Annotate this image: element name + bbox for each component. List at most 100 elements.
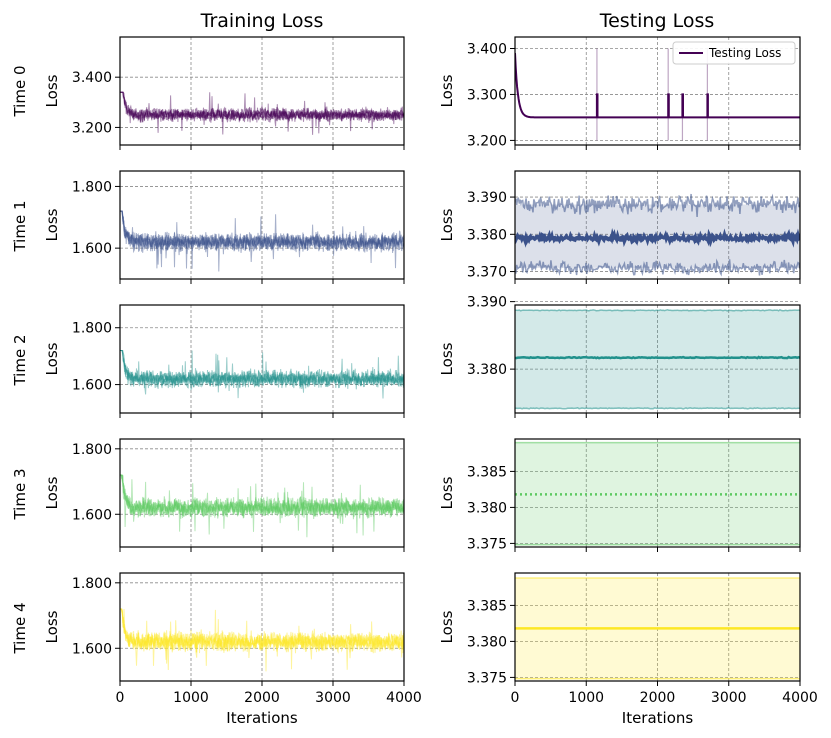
y-tick-label: 3.390 bbox=[467, 190, 507, 206]
x-tick-label: 2000 bbox=[640, 690, 676, 706]
row-label-time-1: Time 1 bbox=[11, 200, 29, 252]
panel-test-1: 3.370 3.380 3.390 Loss bbox=[438, 170, 801, 284]
y-tick-label: 3.400 bbox=[467, 41, 507, 57]
row-label-time-4: Time 4 bbox=[11, 602, 29, 654]
panel-train-1: 1.600 1.800 Loss bbox=[43, 170, 405, 284]
confidence-band bbox=[515, 310, 800, 409]
train-run-line bbox=[120, 608, 404, 670]
panel-test-3: 3.375 3.380 3.385 Loss bbox=[438, 438, 801, 552]
train-run-line bbox=[120, 91, 404, 135]
train-run-line bbox=[120, 210, 404, 254]
panels: 3.200 3.400 Loss Testing Loss 3.200 3.300 3.40… bbox=[43, 36, 818, 727]
x-axis-label: Iterations bbox=[226, 709, 298, 727]
x-tick-label: 1000 bbox=[568, 690, 604, 706]
column-title-testing: Testing Loss bbox=[599, 10, 715, 32]
x-tick-label: 2000 bbox=[244, 690, 280, 706]
train-run-line bbox=[120, 474, 404, 520]
series-group bbox=[515, 441, 800, 546]
y-tick-label: 1.800 bbox=[72, 321, 112, 337]
series-group bbox=[120, 91, 404, 135]
y-tick-label: 3.375 bbox=[467, 670, 507, 686]
y-tick-label: 3.390 bbox=[467, 295, 507, 311]
train-run-line bbox=[120, 350, 404, 391]
train-run-line bbox=[120, 210, 404, 269]
x-tick-label: 0 bbox=[116, 690, 125, 706]
series-line-mean bbox=[515, 227, 800, 248]
x-tick-label: 4000 bbox=[782, 690, 818, 706]
train-run-line bbox=[120, 474, 404, 529]
panel-test-0: Testing Loss 3.200 3.300 3.400 Loss bbox=[438, 36, 801, 150]
y-axis-label: Loss bbox=[43, 208, 61, 241]
train-run-line bbox=[120, 608, 404, 666]
y-tick-label: 1.800 bbox=[72, 442, 112, 458]
legend: Testing Loss bbox=[672, 41, 796, 65]
y-tick-label: 3.380 bbox=[467, 362, 507, 378]
y-tick-label: 1.600 bbox=[72, 378, 112, 394]
legend-box bbox=[672, 41, 796, 65]
row-label-time-0: Time 0 bbox=[11, 65, 29, 117]
train-run-line bbox=[120, 608, 404, 671]
x-tick-label: 0 bbox=[511, 690, 520, 706]
series-line-lower bbox=[515, 406, 800, 410]
row-label-time-2: Time 2 bbox=[11, 334, 29, 386]
y-tick-label: 1.600 bbox=[72, 641, 112, 657]
y-axis-label: Loss bbox=[438, 208, 456, 241]
y-tick-label: 1.800 bbox=[72, 179, 112, 195]
train-run-line bbox=[120, 91, 404, 130]
train-run-line bbox=[120, 350, 404, 399]
y-tick-label: 3.300 bbox=[467, 87, 507, 103]
series-group bbox=[120, 474, 404, 538]
series-line-mean bbox=[515, 355, 800, 360]
y-axis-label: Loss bbox=[43, 476, 61, 509]
series-line-upper bbox=[515, 308, 800, 312]
y-axis-label: Loss bbox=[43, 74, 61, 107]
panel-train-2: 1.600 1.800 Loss bbox=[43, 304, 405, 418]
train-run-line bbox=[120, 474, 404, 538]
x-tick-label: 3000 bbox=[711, 690, 747, 706]
train-run-line bbox=[120, 91, 404, 133]
y-tick-label: 1.600 bbox=[72, 507, 112, 523]
train-run-line bbox=[120, 474, 404, 535]
train-run-line bbox=[120, 474, 404, 536]
y-axis-label: Loss bbox=[438, 476, 456, 509]
y-tick-label: 3.200 bbox=[467, 133, 507, 149]
panel-test-4: 3.375 3.380 3.385 0 1000 2000 3000 4000 Loss Iter… bbox=[438, 572, 818, 727]
confidence-band bbox=[515, 442, 800, 545]
train-run-line bbox=[120, 350, 404, 393]
train-run-line bbox=[120, 350, 404, 390]
y-tick-label: 3.400 bbox=[72, 70, 112, 86]
x-axis-label: Iterations bbox=[622, 709, 694, 727]
train-run-line bbox=[120, 350, 404, 399]
series-group bbox=[120, 608, 404, 672]
series-group bbox=[120, 350, 404, 399]
y-axis-label: Loss bbox=[43, 342, 61, 375]
train-run-line bbox=[120, 608, 404, 672]
panel-train-4: 1.600 1.800 0 1000 2000 3000 4000 Loss Iteration… bbox=[43, 572, 422, 727]
x-tick-label: 3000 bbox=[315, 690, 351, 706]
x-tick-label: 4000 bbox=[386, 690, 422, 706]
row-label-time-3: Time 3 bbox=[11, 468, 29, 520]
y-tick-label: 3.200 bbox=[72, 120, 112, 136]
panel-train-0: 3.200 3.400 Loss bbox=[43, 36, 405, 150]
y-axis-label: Loss bbox=[438, 342, 456, 375]
y-tick-label: 3.385 bbox=[467, 598, 507, 614]
series-group bbox=[515, 577, 800, 680]
y-axis-label: Loss bbox=[43, 610, 61, 643]
y-tick-label: 3.380 bbox=[467, 500, 507, 516]
train-run-line bbox=[120, 608, 404, 666]
series-group bbox=[120, 210, 404, 272]
panel-test-2: 3.380 3.390 Loss bbox=[438, 295, 801, 418]
column-title-training: Training Loss bbox=[200, 10, 324, 32]
y-tick-label: 3.380 bbox=[467, 227, 507, 243]
series-group bbox=[515, 308, 800, 410]
panel-train-3: 1.600 1.800 Loss bbox=[43, 438, 405, 552]
x-tick-label: 1000 bbox=[173, 690, 209, 706]
train-run-line bbox=[120, 210, 404, 272]
legend-label: Testing Loss bbox=[708, 46, 781, 60]
train-run-line bbox=[120, 210, 404, 269]
y-tick-label: 3.385 bbox=[467, 464, 507, 480]
train-run-line bbox=[120, 210, 404, 265]
y-tick-label: 1.600 bbox=[72, 241, 112, 257]
series-line-lower bbox=[515, 258, 800, 277]
